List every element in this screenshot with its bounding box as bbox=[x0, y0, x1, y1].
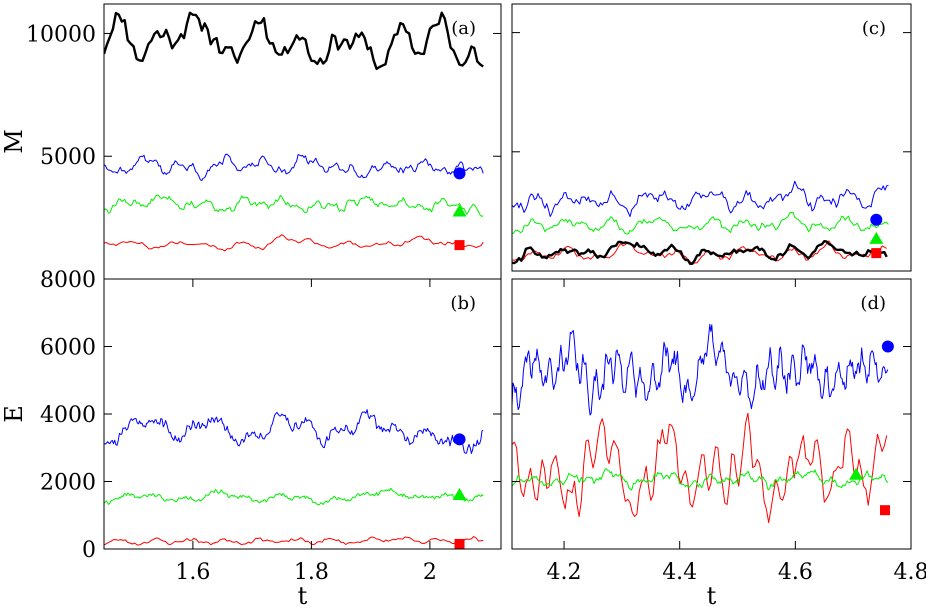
marker-b-red bbox=[454, 538, 465, 549]
panel-tag-c: (c) bbox=[862, 18, 886, 39]
marker-a-red bbox=[454, 240, 465, 251]
xtick-label-b-0: 1.6 bbox=[175, 560, 210, 585]
marker-d-red bbox=[879, 505, 890, 516]
plot-area-c bbox=[512, 180, 889, 265]
series-a-blue bbox=[104, 153, 484, 181]
ytick-label-b-3: 6000 bbox=[40, 336, 96, 361]
marker-a-blue bbox=[453, 167, 466, 180]
xlabel-d: t bbox=[707, 582, 717, 607]
xtick-label-b-1: 1.8 bbox=[294, 560, 329, 585]
series-c-blue bbox=[512, 180, 889, 218]
series-b-blue bbox=[104, 409, 484, 454]
series-c-black bbox=[512, 239, 888, 265]
plot-area-a bbox=[104, 11, 484, 252]
plot-area-d bbox=[512, 323, 889, 524]
panel-c: (c) bbox=[511, 3, 912, 272]
frame-a bbox=[103, 3, 502, 280]
series-c-red bbox=[512, 240, 887, 264]
panel-tag-b: (b) bbox=[450, 293, 476, 314]
panel-tag-a: (a) bbox=[451, 18, 476, 39]
ylabel-b: E bbox=[0, 405, 28, 423]
marker-b-green bbox=[452, 488, 467, 500]
xtick-label-b-2: 2 bbox=[423, 560, 437, 585]
xlabel-b: t bbox=[298, 582, 308, 607]
ylabel-a: M bbox=[0, 129, 28, 154]
marker-c-red bbox=[871, 248, 882, 259]
ytick-label-b-0: 0 bbox=[82, 538, 96, 563]
ytick-label-a-1: 5000 bbox=[40, 145, 96, 170]
panel-b: 0 2000 4000 6000 8000 1.6 1.8 2 (b) Et bbox=[0, 268, 502, 607]
xtick-label-d-2: 4.6 bbox=[778, 560, 813, 585]
ytick-label-b-1: 2000 bbox=[40, 471, 96, 496]
series-d-red bbox=[512, 412, 888, 524]
series-c-green bbox=[512, 211, 889, 235]
series-a-green bbox=[104, 194, 484, 217]
marker-d-blue bbox=[881, 340, 894, 353]
marker-b-blue bbox=[453, 433, 466, 446]
ytick-label-a-2: 10000 bbox=[26, 22, 96, 47]
frame-c bbox=[511, 3, 912, 272]
series-d-blue bbox=[512, 323, 889, 416]
frame-b bbox=[103, 278, 502, 550]
ytick-label-b-4: 8000 bbox=[40, 268, 96, 293]
series-b-red bbox=[104, 536, 484, 546]
series-b-green bbox=[104, 487, 484, 506]
series-a-black bbox=[104, 11, 484, 71]
ytick-label-b-2: 4000 bbox=[40, 403, 96, 428]
panel-d: 4.2 4.4 4.6 4.8 (d) t bbox=[511, 278, 926, 607]
panel-tag-d: (d) bbox=[860, 293, 886, 314]
plot-area-b bbox=[104, 409, 484, 546]
series-a-red bbox=[104, 234, 484, 252]
marker-a-green bbox=[452, 204, 467, 217]
xtick-label-d-1: 4.4 bbox=[662, 560, 697, 585]
marker-c-green bbox=[869, 231, 884, 244]
series-d-green bbox=[512, 468, 889, 491]
xtick-label-d-3: 4.8 bbox=[894, 560, 926, 585]
marker-d-green bbox=[849, 467, 864, 480]
frame-d bbox=[511, 278, 912, 550]
marker-c-blue bbox=[870, 213, 883, 226]
xtick-label-d-0: 4.2 bbox=[547, 560, 582, 585]
panel-a: 5000 10000 (a) M bbox=[0, 3, 502, 280]
